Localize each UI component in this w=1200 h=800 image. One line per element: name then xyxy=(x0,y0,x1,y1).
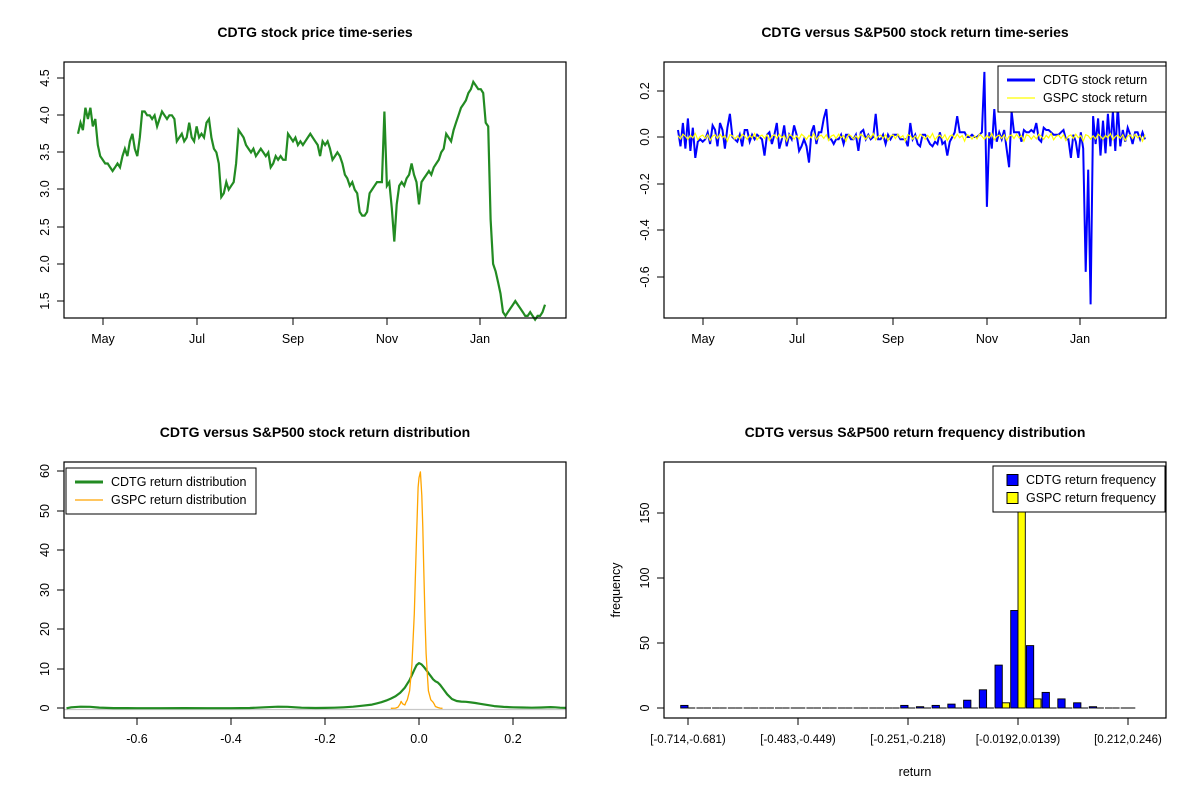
y-tick-label: 4.5 xyxy=(38,69,52,86)
y-tick-label: 40 xyxy=(38,543,52,557)
legend-label: CDTG stock return xyxy=(1043,73,1147,87)
y-tick-label: 10 xyxy=(38,662,52,676)
x-tick-label: 0.2 xyxy=(504,732,521,746)
legend-box xyxy=(997,65,1167,113)
x-tick-label: [0.212,0.246) xyxy=(1094,734,1162,746)
legend-square-sample xyxy=(1006,474,1019,486)
panel-return-frequency: CDTG versus S&P500 return frequency dist… xyxy=(600,400,1200,800)
cdtg-price-line xyxy=(76,79,547,322)
gspc-return-line xyxy=(677,132,1146,143)
panel-price-timeseries: CDTG stock price time-series May Jul Sep No… xyxy=(0,0,600,400)
x-tick-label: -0.4 xyxy=(220,732,242,746)
chart-title: CDTG versus S&P500 stock return distribu… xyxy=(159,424,471,440)
y-axis-label: frequency xyxy=(609,562,623,618)
gspc-frequency-bar xyxy=(1033,698,1042,709)
plot-box xyxy=(63,461,567,719)
x-tick-label: [-0.0192,0.0139) xyxy=(976,734,1061,746)
plot-box xyxy=(663,461,1167,719)
cdtg-density-line xyxy=(66,662,567,710)
y-tick-label: 50 xyxy=(38,504,52,518)
cdtg-frequency-bar xyxy=(915,706,925,709)
y-tick-label: -0.4 xyxy=(638,219,652,241)
y-tick-label: 50 xyxy=(638,636,652,650)
y-tick-label: 30 xyxy=(38,583,52,597)
cdtg-frequency-bar xyxy=(947,703,956,709)
x-tick-label: [-0.251,-0.218) xyxy=(870,734,946,746)
chart-title: CDTG versus S&P500 return frequency dist… xyxy=(744,424,1086,440)
x-tick-label: Nov xyxy=(976,332,999,346)
x-axis-label: return xyxy=(899,765,932,779)
return-timeseries-chart: May Jul Sep Nov Jan 0.2 0.0 -0.2 -0.4 -0.6 CDTG st… xyxy=(638,61,1167,346)
panel-return-distribution: CDTG versus S&P500 stock return distribu… xyxy=(0,400,600,800)
price-timeseries-chart: May Jul Sep Nov Jan 1.5 2.0 2.5 3.0 3.5 4.0 4.5 xyxy=(38,61,567,346)
legend-label: GSPC return distribution xyxy=(111,493,247,507)
x-tick-label: May xyxy=(91,332,115,346)
y-tick-label: 150 xyxy=(638,503,652,524)
x-tick-label: Nov xyxy=(376,332,399,346)
x-tick-label: [-0.483,-0.449) xyxy=(760,734,836,746)
y-tick-label: 2.0 xyxy=(38,255,52,272)
legend-label: CDTG return frequency xyxy=(1026,473,1157,487)
x-tick-label: Sep xyxy=(882,332,904,346)
y-tick-label: -0.6 xyxy=(638,266,652,288)
return-distribution-chart: -0.6 -0.4 -0.2 0.0 0.2 0 10 20 30 40 50 60 CDTG retu… xyxy=(38,461,567,746)
x-tick-label: -0.2 xyxy=(314,732,336,746)
x-tick-label: Sep xyxy=(282,332,304,346)
y-tick-label: 0.0 xyxy=(638,128,652,145)
gspc-density-line xyxy=(390,471,443,709)
legend-square-sample xyxy=(1006,492,1019,504)
panel-return-timeseries: CDTG versus S&P500 stock return time-ser… xyxy=(600,0,1200,400)
legend-label: GSPC return frequency xyxy=(1026,491,1157,505)
y-tick-label: 3.0 xyxy=(38,180,52,197)
chart-title: CDTG versus S&P500 stock return time-ser… xyxy=(761,24,1069,40)
legend-label: CDTG return distribution xyxy=(111,475,247,489)
y-tick-label: 3.5 xyxy=(38,143,52,160)
return-frequency-chart: [-0.714,-0.681) [-0.483,-0.449) [-0.251,-0… xyxy=(609,461,1167,779)
cdtg-frequency-bar xyxy=(1041,691,1050,709)
legend-label: GSPC stock return xyxy=(1043,91,1147,105)
y-tick-label: 4.0 xyxy=(38,106,52,123)
y-tick-label: 2.5 xyxy=(38,218,52,235)
cdtg-frequency-bar xyxy=(1073,702,1082,709)
x-tick-label: [-0.714,-0.681) xyxy=(650,734,726,746)
cdtg-frequency-bar xyxy=(1025,645,1035,709)
y-tick-label: 0 xyxy=(638,704,652,711)
cdtg-frequency-bar xyxy=(1088,706,1098,709)
cdtg-frequency-bar xyxy=(900,704,909,709)
x-tick-label: Jan xyxy=(470,332,490,346)
chart-title: CDTG stock price time-series xyxy=(217,24,413,40)
cdtg-frequency-bar xyxy=(963,699,972,709)
y-tick-label: -0.2 xyxy=(638,173,652,195)
plot-box xyxy=(663,61,1167,319)
x-tick-label: Jul xyxy=(789,332,805,346)
y-tick-label: 60 xyxy=(38,464,52,478)
x-tick-label: Jul xyxy=(189,332,205,346)
x-tick-label: 0.0 xyxy=(410,732,427,746)
y-tick-label: 0.2 xyxy=(638,82,652,99)
y-tick-label: 0 xyxy=(38,704,52,711)
cdtg-frequency-bar xyxy=(931,704,940,709)
x-tick-label: -0.6 xyxy=(126,732,148,746)
x-tick-label: Jan xyxy=(1070,332,1090,346)
cdtg-frequency-bar xyxy=(1057,698,1066,709)
cdtg-frequency-bar xyxy=(978,689,988,709)
plot-box xyxy=(63,61,567,319)
y-tick-label: 100 xyxy=(638,568,652,589)
x-tick-label: May xyxy=(691,332,715,346)
legend-box xyxy=(992,465,1166,513)
gspc-frequency-bar xyxy=(1001,702,1011,709)
y-tick-label: 20 xyxy=(38,622,52,636)
cdtg-frequency-bar xyxy=(994,664,1003,709)
cdtg-frequency-bar xyxy=(1010,610,1019,709)
cdtg-frequency-bar xyxy=(680,704,689,709)
y-tick-label: 1.5 xyxy=(38,292,52,309)
legend-box xyxy=(65,467,257,515)
